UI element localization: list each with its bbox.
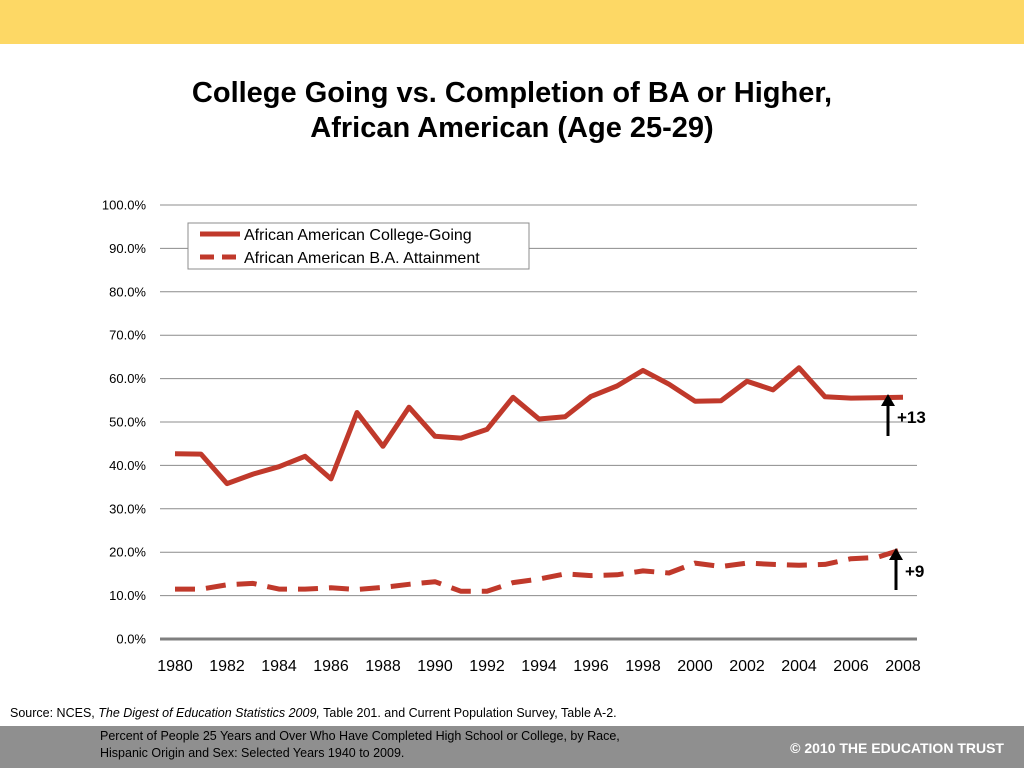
x-tick-label: 1992: [469, 658, 505, 675]
annotation-label: +9: [905, 562, 924, 581]
series-line-college-going: [174, 365, 904, 487]
y-tick-label: 10.0%: [109, 588, 146, 603]
x-tick-label: 2002: [729, 658, 765, 675]
x-tick-label: 1990: [417, 658, 453, 675]
x-tick-label: 1998: [625, 658, 661, 675]
x-tick-label: 1980: [157, 658, 193, 675]
x-tick-label: 1986: [313, 658, 349, 675]
y-tick-label: 30.0%: [109, 501, 146, 516]
y-tick-label: 70.0%: [109, 328, 146, 343]
annotation-arrowhead: [881, 394, 895, 406]
x-tick-label: 1994: [521, 658, 557, 675]
y-tick-label: 100.0%: [102, 198, 147, 213]
source-suffix: Table 201. and Current Population Survey…: [319, 706, 617, 720]
source-detail: Percent of People 25 Years and Over Who …: [100, 728, 620, 762]
x-tick-label: 2004: [781, 658, 817, 675]
x-tick-label: 1988: [365, 658, 401, 675]
source-title: The Digest of Education Statistics 2009,: [98, 706, 320, 720]
source-detail-line-1: Percent of People 25 Years and Over Who …: [100, 729, 620, 743]
legend-label: African American College-Going: [244, 227, 472, 244]
y-tick-label: 90.0%: [109, 241, 146, 256]
x-tick-label: 1984: [261, 658, 297, 675]
legend-label: African American B.A. Attainment: [244, 250, 480, 267]
y-tick-label: 80.0%: [109, 284, 146, 299]
x-tick-label: 1982: [209, 658, 245, 675]
chart-title-line-1: College Going vs. Completion of BA or Hi…: [191, 77, 833, 109]
source-detail-line-2: Hispanic Origin and Sex: Selected Years …: [100, 746, 405, 760]
annotation-label: +13: [897, 408, 926, 427]
copyright-text: © 2010 THE EDUCATION TRUST: [790, 740, 1004, 756]
legend-box: [187, 222, 530, 270]
y-tick-label: 50.0%: [109, 415, 146, 430]
line-chart: 0.0% 10.0% 20.0% 30.0% 40.0% 50.0% 60.0% 70.0% 8…: [102, 198, 926, 676]
chart-title: College Going vs. Completion of BA or Hi…: [0, 76, 1024, 146]
y-tick-label: 0.0%: [116, 632, 146, 647]
source-prefix: Source: NCES,: [10, 706, 99, 720]
x-tick-label: 2006: [833, 658, 869, 675]
x-tick-label: 2000: [677, 658, 713, 675]
series-line-ba-attainment: [175, 546, 904, 594]
x-tick-label: 2008: [885, 658, 921, 675]
y-tick-label: 20.0%: [109, 545, 146, 560]
y-tick-label: 60.0%: [109, 371, 146, 386]
top-band: [0, 0, 1024, 44]
y-tick-label: 40.0%: [109, 458, 146, 473]
source-citation: Source: NCES, The Digest of Education St…: [10, 706, 617, 720]
annotation-arrowhead: [889, 548, 903, 560]
x-tick-label: 1996: [573, 658, 609, 675]
chart-title-line-2: African American (Age 25-29): [310, 112, 714, 144]
footer-band: [0, 726, 1024, 768]
